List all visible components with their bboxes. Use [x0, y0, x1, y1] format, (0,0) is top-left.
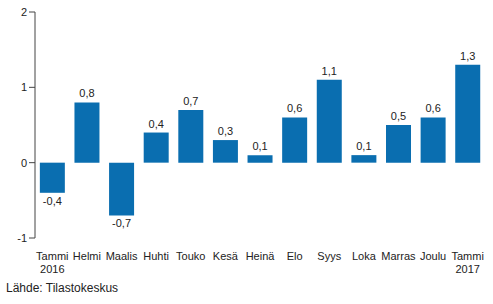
svg-text:0,4: 0,4	[149, 118, 164, 130]
svg-text:0,5: 0,5	[391, 110, 406, 122]
svg-text:0,6: 0,6	[425, 102, 440, 114]
svg-text:Kesä: Kesä	[213, 250, 239, 262]
svg-text:Loka: Loka	[352, 250, 377, 262]
svg-text:Elo: Elo	[287, 250, 303, 262]
svg-text:Heinä: Heinä	[246, 250, 276, 262]
svg-text:Syys: Syys	[317, 250, 341, 262]
svg-text:Tammi2017: Tammi2017	[451, 250, 483, 275]
svg-text:-0,4: -0,4	[43, 195, 62, 207]
svg-text:-1: -1	[17, 232, 27, 244]
svg-text:1: 1	[21, 81, 27, 93]
svg-text:1,1: 1,1	[322, 65, 337, 77]
html-text:Lähde: Tilastokeskus: Lähde: Tilastokeskus	[6, 281, 119, 295]
svg-text:Marras: Marras	[381, 250, 416, 262]
svg-text:Touko: Touko	[176, 250, 205, 262]
svg-text:0,1: 0,1	[252, 140, 267, 152]
svg-text:Joulu: Joulu	[420, 250, 446, 262]
svg-text:0,1: 0,1	[356, 140, 371, 152]
svg-text:0,8: 0,8	[79, 87, 94, 99]
svg-text:0,3: 0,3	[218, 125, 233, 137]
svg-text:0: 0	[21, 157, 27, 169]
svg-text:Maalis: Maalis	[106, 250, 138, 262]
svg-text:-0,7: -0,7	[112, 217, 131, 229]
svg-text:0,7: 0,7	[183, 95, 198, 107]
svg-text:1,3: 1,3	[460, 50, 475, 62]
svg-text:2: 2	[21, 6, 27, 18]
svg-text:0,6: 0,6	[287, 102, 302, 114]
svg-text:Tammi2016: Tammi2016	[36, 250, 68, 275]
svg-text:Huhti: Huhti	[143, 250, 169, 262]
svg-text:Helmi: Helmi	[73, 250, 101, 262]
